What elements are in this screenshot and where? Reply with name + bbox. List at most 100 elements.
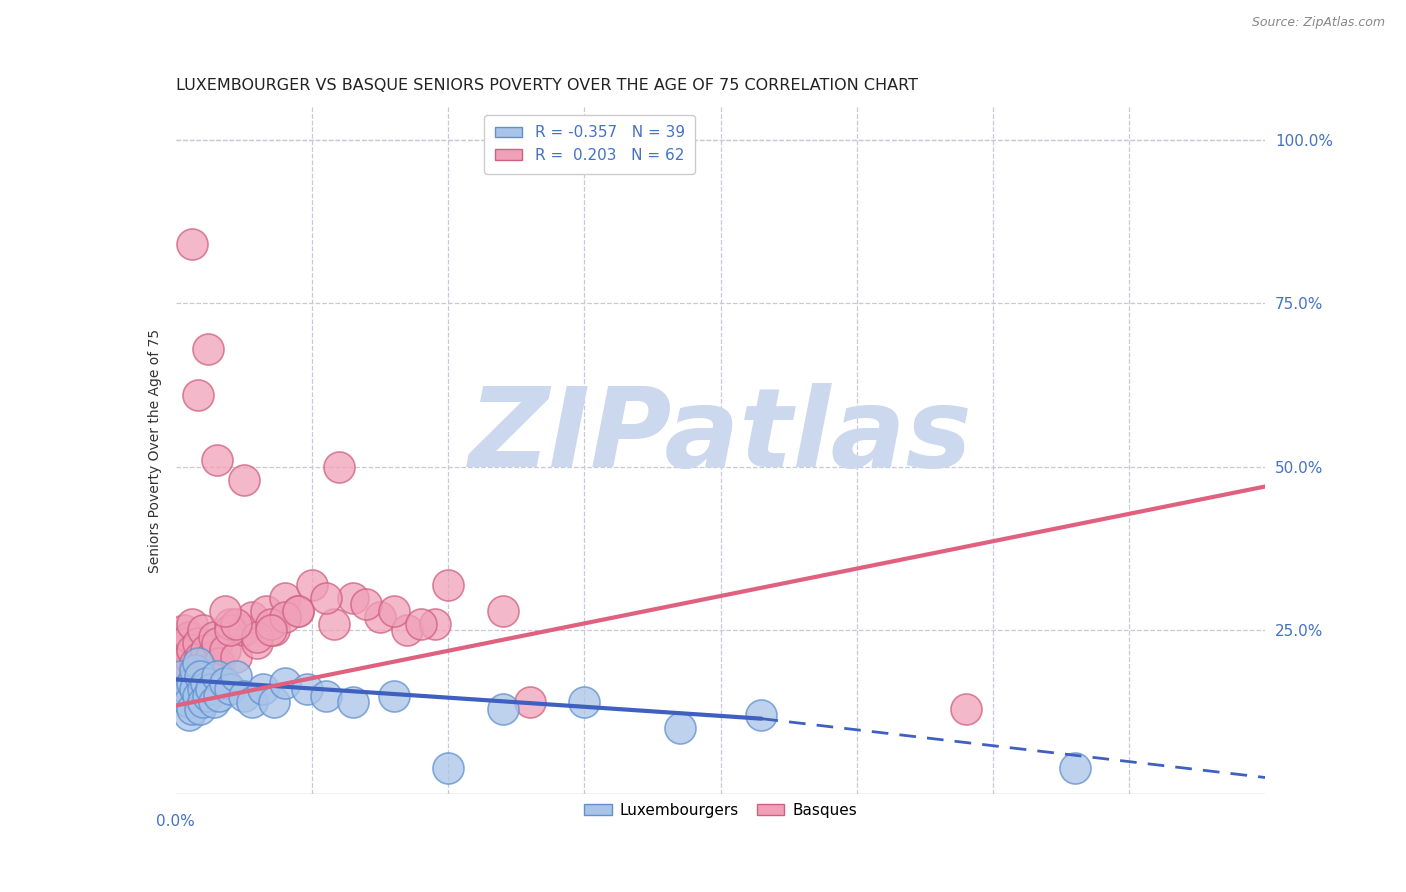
Point bbox=[219, 624, 242, 638]
Point bbox=[287, 604, 309, 618]
Point bbox=[205, 636, 228, 650]
Point bbox=[519, 695, 541, 709]
Point bbox=[263, 695, 285, 709]
Point bbox=[181, 702, 204, 716]
Point bbox=[179, 708, 201, 723]
Point bbox=[188, 663, 211, 677]
Point bbox=[200, 682, 222, 697]
Point bbox=[260, 616, 283, 631]
Point bbox=[214, 675, 236, 690]
Point bbox=[240, 695, 263, 709]
Point bbox=[260, 624, 283, 638]
Point bbox=[191, 682, 214, 697]
Point bbox=[246, 630, 269, 644]
Point bbox=[176, 663, 198, 677]
Point bbox=[184, 669, 207, 683]
Point bbox=[225, 669, 247, 683]
Point bbox=[188, 649, 211, 664]
Point bbox=[274, 591, 297, 605]
Point bbox=[179, 649, 201, 664]
Point bbox=[194, 675, 217, 690]
Point bbox=[232, 473, 254, 487]
Point bbox=[219, 682, 242, 697]
Point bbox=[274, 675, 297, 690]
Point bbox=[492, 702, 515, 716]
Point bbox=[254, 604, 277, 618]
Point bbox=[186, 689, 209, 703]
Point bbox=[668, 722, 690, 736]
Point bbox=[322, 616, 344, 631]
Point bbox=[1063, 761, 1085, 775]
Point bbox=[225, 616, 247, 631]
Point bbox=[368, 610, 391, 624]
Point bbox=[295, 682, 318, 697]
Point bbox=[423, 616, 446, 631]
Point bbox=[167, 656, 190, 670]
Point bbox=[437, 761, 460, 775]
Point bbox=[232, 624, 254, 638]
Point bbox=[574, 695, 596, 709]
Point bbox=[188, 702, 211, 716]
Point bbox=[356, 597, 378, 611]
Point bbox=[274, 610, 297, 624]
Point bbox=[751, 708, 773, 723]
Point bbox=[492, 604, 515, 618]
Point bbox=[342, 591, 364, 605]
Text: ZIPatlas: ZIPatlas bbox=[468, 384, 973, 491]
Point bbox=[191, 624, 214, 638]
Point bbox=[191, 695, 214, 709]
Point bbox=[197, 342, 219, 356]
Point bbox=[186, 636, 209, 650]
Point bbox=[186, 656, 209, 670]
Point bbox=[382, 689, 405, 703]
Point bbox=[214, 604, 236, 618]
Point bbox=[202, 630, 225, 644]
Y-axis label: Seniors Poverty Over the Age of 75: Seniors Poverty Over the Age of 75 bbox=[148, 328, 162, 573]
Point bbox=[219, 616, 242, 631]
Point bbox=[184, 656, 207, 670]
Text: LUXEMBOURGER VS BASQUE SENIORS POVERTY OVER THE AGE OF 75 CORRELATION CHART: LUXEMBOURGER VS BASQUE SENIORS POVERTY O… bbox=[176, 78, 918, 94]
Point bbox=[409, 616, 432, 631]
Point bbox=[186, 675, 209, 690]
Point bbox=[179, 630, 201, 644]
Point bbox=[263, 624, 285, 638]
Point bbox=[170, 643, 193, 657]
Point bbox=[287, 604, 309, 618]
Point bbox=[315, 689, 337, 703]
Point bbox=[194, 643, 217, 657]
Point bbox=[246, 636, 269, 650]
Point bbox=[181, 237, 204, 252]
Point bbox=[240, 610, 263, 624]
Point bbox=[179, 695, 201, 709]
Point bbox=[191, 656, 214, 670]
Point bbox=[173, 669, 195, 683]
Point bbox=[208, 656, 231, 670]
Point bbox=[955, 702, 977, 716]
Point bbox=[186, 388, 209, 402]
Point bbox=[208, 689, 231, 703]
Point bbox=[214, 643, 236, 657]
Legend: Luxembourgers, Basques: Luxembourgers, Basques bbox=[578, 797, 863, 824]
Point bbox=[205, 453, 228, 467]
Point bbox=[252, 682, 274, 697]
Point bbox=[197, 689, 219, 703]
Point bbox=[181, 643, 204, 657]
Point bbox=[188, 669, 211, 683]
Point bbox=[202, 695, 225, 709]
Point bbox=[176, 682, 198, 697]
Point bbox=[181, 616, 204, 631]
Point bbox=[225, 649, 247, 664]
Point bbox=[328, 459, 350, 474]
Point bbox=[181, 675, 204, 690]
Point bbox=[170, 669, 193, 683]
Point bbox=[184, 663, 207, 677]
Point bbox=[184, 682, 207, 697]
Point bbox=[197, 663, 219, 677]
Point bbox=[205, 669, 228, 683]
Point bbox=[173, 689, 195, 703]
Point bbox=[396, 624, 419, 638]
Point bbox=[437, 577, 460, 591]
Point bbox=[232, 689, 254, 703]
Point bbox=[173, 624, 195, 638]
Point bbox=[342, 695, 364, 709]
